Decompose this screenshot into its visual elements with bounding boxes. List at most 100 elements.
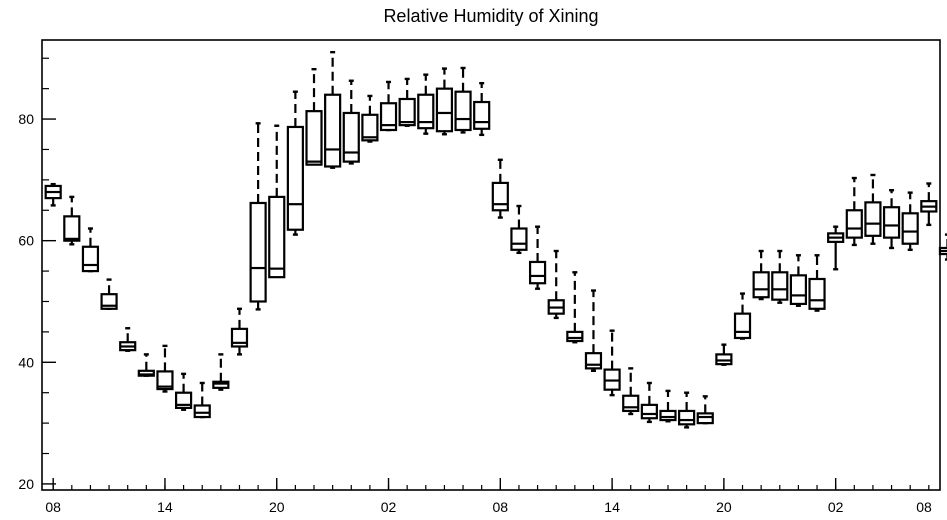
box-item bbox=[454, 66, 472, 134]
x-tick-label: 14 bbox=[604, 499, 620, 515]
box-item bbox=[752, 249, 770, 301]
x-tick-label: 08 bbox=[493, 499, 509, 515]
box-item bbox=[547, 249, 565, 320]
box-body bbox=[808, 277, 826, 310]
box-body bbox=[361, 113, 379, 142]
box-item bbox=[435, 67, 454, 136]
box-body bbox=[771, 271, 789, 301]
box-body bbox=[81, 245, 100, 273]
box-item bbox=[230, 307, 249, 356]
box-item bbox=[81, 227, 100, 273]
box-body bbox=[473, 100, 491, 130]
x-tick-label: 08 bbox=[916, 499, 932, 515]
box-body bbox=[659, 409, 677, 422]
box-body bbox=[63, 215, 81, 242]
box-body bbox=[882, 206, 901, 239]
box-item bbox=[584, 289, 603, 373]
box-body bbox=[733, 312, 752, 340]
box-item bbox=[193, 381, 211, 419]
box-series bbox=[44, 50, 947, 429]
x-tick-label: 20 bbox=[716, 499, 732, 515]
box-body bbox=[268, 195, 286, 279]
box-item bbox=[268, 124, 286, 279]
y-tick-label: 20 bbox=[18, 476, 34, 492]
box-body bbox=[156, 370, 174, 391]
box-item bbox=[137, 353, 155, 377]
box-item bbox=[845, 176, 863, 247]
box-body bbox=[584, 352, 603, 370]
box-item bbox=[212, 353, 230, 391]
box-item bbox=[715, 343, 733, 366]
box-body bbox=[305, 110, 323, 166]
box-item bbox=[659, 389, 677, 423]
box-body bbox=[342, 111, 360, 163]
chart-title: Relative Humidity of Xining bbox=[383, 6, 598, 26]
box-item bbox=[324, 50, 342, 169]
box-item bbox=[305, 67, 323, 166]
box-item bbox=[286, 90, 304, 236]
box-body bbox=[379, 102, 398, 132]
box-body bbox=[286, 125, 304, 231]
x-tick-label: 08 bbox=[45, 499, 61, 515]
box-body bbox=[715, 353, 733, 366]
box-item bbox=[901, 191, 919, 251]
box-item bbox=[119, 327, 137, 352]
x-tick-label: 14 bbox=[157, 499, 173, 515]
box-body bbox=[901, 212, 919, 245]
box-item bbox=[696, 395, 714, 425]
box-body bbox=[417, 93, 435, 130]
box-item bbox=[473, 81, 491, 137]
box-body bbox=[640, 403, 658, 420]
box-item bbox=[808, 254, 826, 312]
box-body bbox=[212, 380, 230, 389]
box-item bbox=[678, 391, 696, 429]
box-body bbox=[193, 404, 211, 419]
box-item bbox=[603, 329, 621, 397]
x-axis: 08 14 20 02 08 14 20 02 08 bbox=[45, 478, 932, 515]
box-item bbox=[417, 73, 435, 135]
box-item bbox=[733, 292, 752, 340]
box-item bbox=[249, 122, 267, 311]
box-item bbox=[789, 254, 808, 307]
box-body bbox=[696, 412, 714, 425]
x-tick-label: 20 bbox=[269, 499, 285, 515]
box-body bbox=[789, 274, 808, 306]
box-item bbox=[566, 271, 584, 344]
box-item bbox=[100, 278, 118, 310]
box-body bbox=[137, 369, 155, 377]
box-item bbox=[882, 189, 901, 250]
box-item bbox=[920, 182, 938, 227]
box-body bbox=[324, 93, 342, 168]
box-body bbox=[752, 271, 770, 299]
box-item bbox=[398, 77, 416, 127]
box-body bbox=[510, 227, 528, 251]
box-item bbox=[938, 233, 947, 261]
box-item bbox=[771, 249, 789, 304]
box-body bbox=[622, 394, 640, 413]
box-body bbox=[528, 260, 547, 285]
box-item bbox=[864, 173, 882, 245]
box-item bbox=[640, 381, 658, 424]
y-tick-label: 80 bbox=[18, 111, 34, 127]
box-body bbox=[566, 330, 584, 343]
box-item bbox=[528, 225, 547, 290]
box-item bbox=[510, 204, 528, 255]
y-axis: 20 40 60 80 bbox=[18, 57, 56, 492]
x-tick-label: 02 bbox=[381, 499, 397, 515]
box-item bbox=[63, 195, 81, 246]
y-tick-label: 60 bbox=[18, 233, 34, 249]
box-item bbox=[174, 372, 193, 411]
plot-frame bbox=[41, 39, 941, 491]
box-body bbox=[249, 201, 267, 303]
box-item bbox=[44, 182, 62, 207]
box-item bbox=[156, 344, 174, 393]
box-body bbox=[845, 209, 863, 239]
box-body bbox=[678, 409, 696, 426]
box-item bbox=[827, 225, 845, 271]
box-item bbox=[342, 79, 360, 165]
x-tick-label: 02 bbox=[828, 499, 844, 515]
box-item bbox=[491, 158, 509, 219]
box-body bbox=[864, 201, 882, 237]
